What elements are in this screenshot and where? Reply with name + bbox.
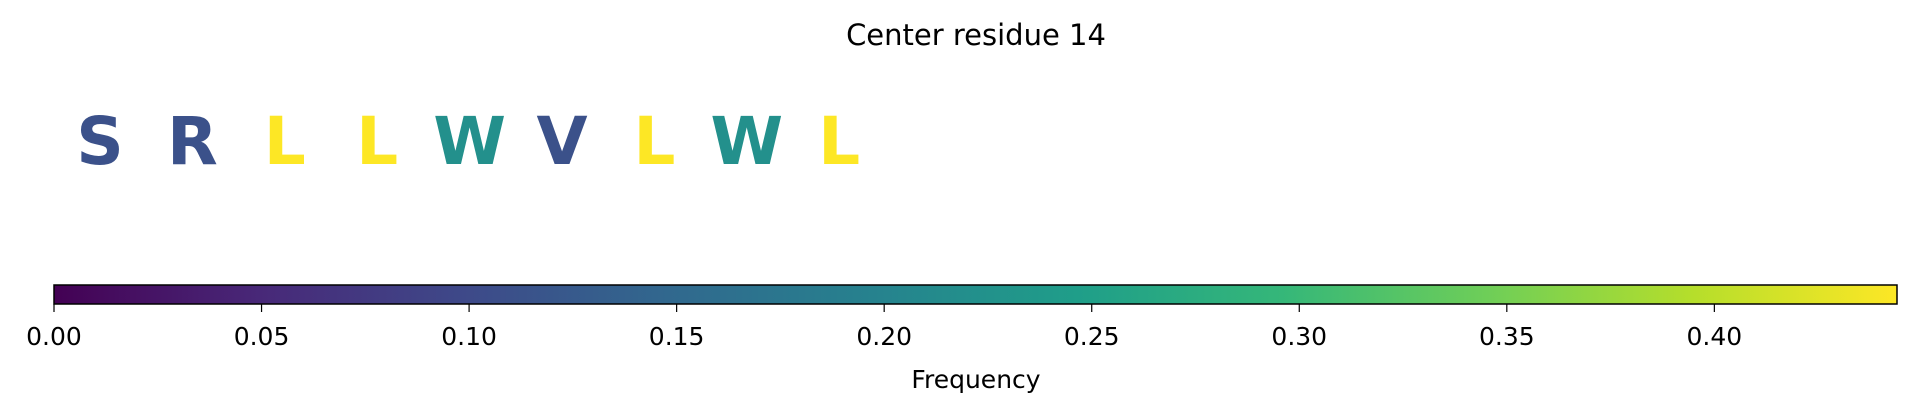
- x-tick-label: 0.35: [1479, 322, 1535, 351]
- residue: L: [264, 103, 306, 180]
- x-tick-label: 0.20: [856, 322, 912, 351]
- residue: V: [536, 103, 587, 180]
- residue: L: [818, 103, 860, 180]
- x-tick-label: 0.40: [1687, 322, 1743, 351]
- x-axis-label: Frequency: [911, 365, 1040, 394]
- chart-title: Center residue 14: [846, 18, 1106, 52]
- residue: L: [633, 103, 675, 180]
- residue: L: [356, 103, 398, 180]
- x-tick-label: 0.10: [441, 322, 497, 351]
- colorbar: [53, 284, 1898, 305]
- residue: S: [76, 103, 124, 180]
- residue: R: [167, 103, 218, 180]
- x-tick-label: 0.00: [26, 322, 82, 351]
- residue: W: [710, 103, 783, 180]
- x-tick-label: 0.05: [234, 322, 290, 351]
- residue: W: [433, 103, 506, 180]
- x-tick-label: 0.15: [649, 322, 705, 351]
- x-tick-label: 0.25: [1064, 322, 1120, 351]
- x-tick-label: 0.30: [1271, 322, 1327, 351]
